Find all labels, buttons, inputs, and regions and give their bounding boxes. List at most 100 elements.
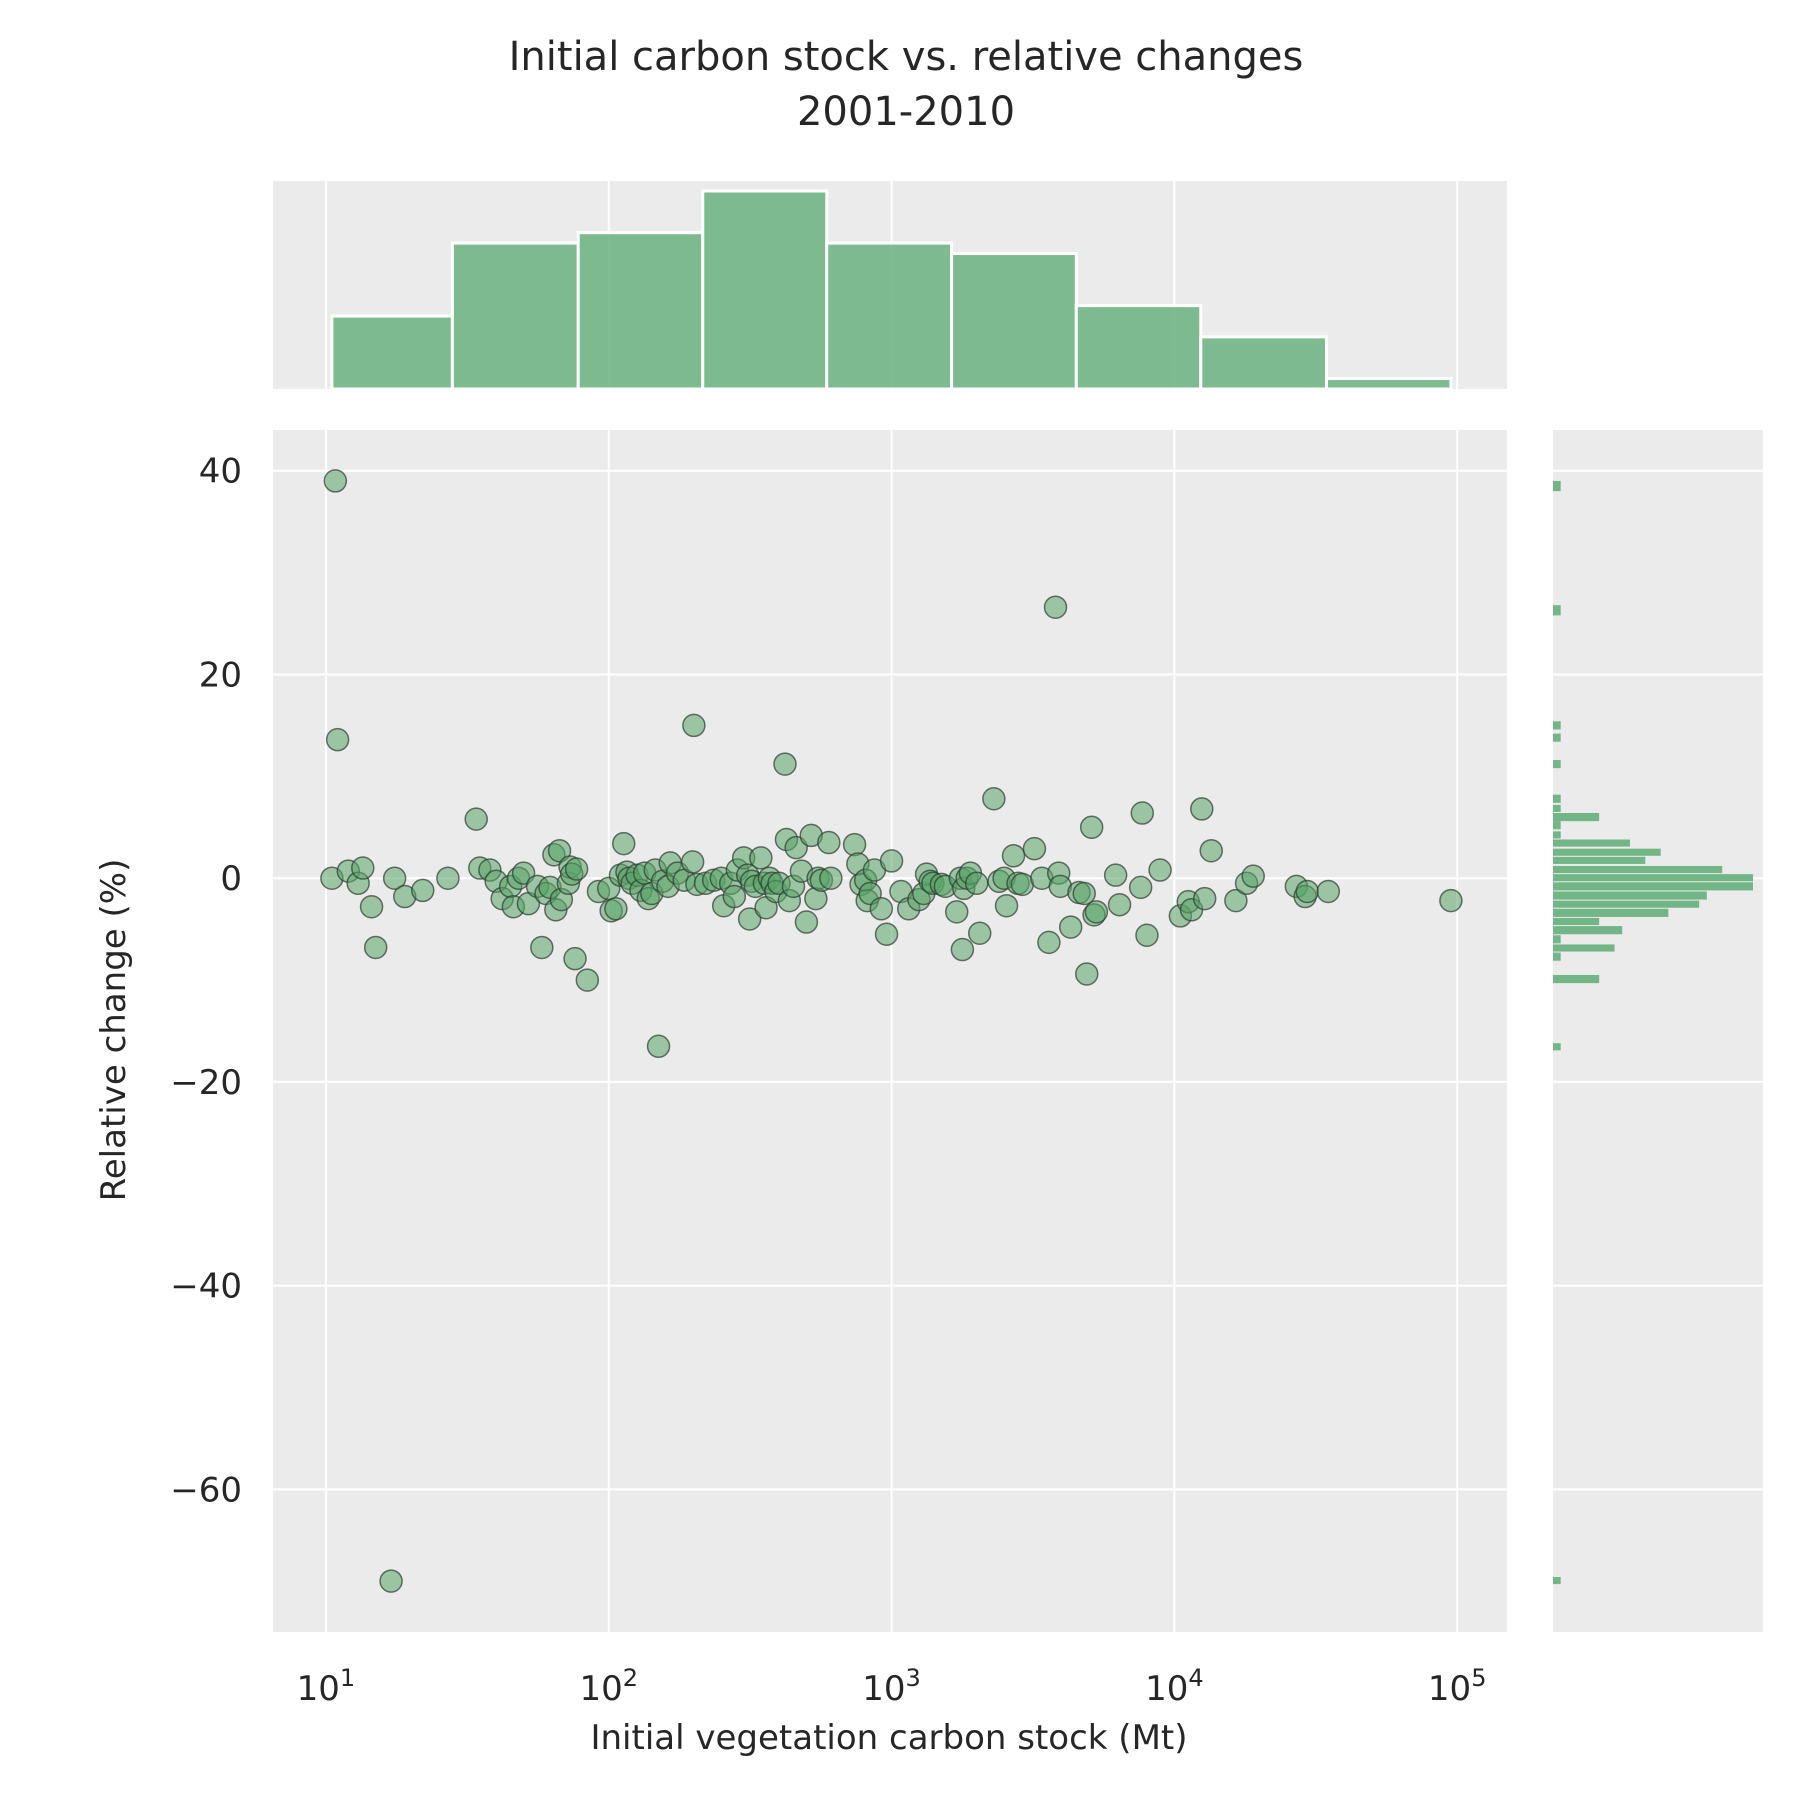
scatter-point (1439, 888, 1463, 913)
scatter-point (964, 871, 989, 896)
scatter-point (575, 968, 600, 992)
right-histogram-background (1553, 430, 1763, 1632)
scatter-point (530, 935, 554, 960)
scatter-point (1148, 858, 1172, 882)
scatter-plot-background (273, 430, 1507, 1632)
top-marginal-histogram (273, 181, 1507, 391)
right-histogram-bar (1553, 733, 1561, 742)
scatter-point (982, 786, 1006, 811)
y-tick-label: −40 (170, 1267, 242, 1307)
scatter-point (819, 866, 843, 890)
y-axis-tick-labels: 40 20 0 −20 −40 −60 (170, 452, 242, 1511)
top-histogram-bar (950, 252, 1078, 391)
scatter-point (564, 857, 589, 881)
scatter-point (1316, 879, 1341, 904)
scatter-point (646, 1034, 671, 1059)
right-histogram-bar (1553, 882, 1753, 891)
scatter-point (1022, 836, 1047, 861)
scatter-point (749, 846, 773, 870)
chart-subtitle: 2001-2010 (797, 89, 1015, 135)
scatter-point (842, 832, 867, 857)
scatter-point (1103, 863, 1128, 887)
scatter-point (547, 838, 572, 863)
scatter-point (682, 713, 706, 738)
scatter-point (950, 937, 975, 962)
right-histogram-bar (1553, 804, 1561, 812)
x-tick-label: 101 (297, 1664, 356, 1709)
scatter-point (1295, 879, 1320, 904)
scatter-point (1072, 881, 1096, 906)
right-histogram-bar (1553, 900, 1700, 908)
right-histogram-bar (1553, 935, 1561, 944)
x-tick-label: 104 (1145, 1664, 1204, 1709)
top-histogram-bar (330, 314, 454, 391)
right-histogram-bar (1553, 760, 1561, 769)
right-marginal-histogram (1553, 430, 1763, 1632)
scatter-point (1058, 915, 1083, 939)
scatter-point (1075, 962, 1099, 986)
right-histogram-bar (1553, 831, 1561, 839)
scatter-point (944, 900, 969, 924)
scatter-point (1128, 875, 1153, 900)
scatter-point (1224, 888, 1248, 913)
right-histogram-bar (1553, 813, 1600, 822)
scatter-point (869, 897, 894, 921)
scatter-point (737, 907, 762, 931)
scatter-point (1241, 864, 1265, 888)
scatter-point (680, 850, 705, 874)
scatter-point (1001, 844, 1026, 868)
scatter-point (817, 830, 841, 855)
scatter-point (1130, 801, 1155, 825)
right-histogram-bar (1553, 848, 1661, 856)
scatter-plot-area (273, 430, 1507, 1632)
scatter-point (794, 910, 819, 934)
y-tick-label: 40 (199, 452, 242, 492)
scatter-point (436, 866, 460, 890)
right-histogram-bar (1553, 839, 1630, 847)
y-tick-label: −20 (170, 1063, 242, 1103)
scatter-point (1010, 872, 1035, 897)
right-histogram-bar (1553, 821, 1561, 830)
scatter-point (323, 469, 348, 493)
x-axis-tick-labels: 101 102 103 104 105 (297, 1664, 1487, 1709)
right-histogram-bar (1553, 794, 1561, 803)
right-histogram-bar (1553, 856, 1646, 864)
top-histogram-bar (576, 231, 705, 391)
top-histogram-bar (825, 241, 954, 391)
scatter-point (604, 897, 628, 921)
right-histogram-bar (1553, 874, 1753, 882)
scatter-point (1190, 797, 1214, 821)
right-histogram-bar (1553, 974, 1600, 984)
scatter-point (379, 1569, 403, 1593)
scatter-point (1199, 838, 1223, 863)
scatter-point (879, 849, 904, 873)
x-tick-label: 103 (862, 1664, 921, 1709)
scatter-point (363, 935, 388, 960)
right-histogram-bar (1553, 952, 1561, 961)
top-histogram-bar (1199, 335, 1328, 391)
scatter-point (874, 922, 899, 946)
scatter-point (1079, 815, 1104, 840)
scatter-point (382, 866, 407, 890)
scatter-point (1084, 900, 1109, 924)
scatter-point (1192, 886, 1217, 911)
scatter-point (1107, 892, 1132, 917)
right-histogram-bar (1553, 1576, 1561, 1585)
x-tick-label: 105 (1428, 1664, 1487, 1709)
scatter-point (611, 831, 636, 856)
x-tick-label: 102 (579, 1664, 638, 1709)
right-histogram-bar (1553, 908, 1669, 917)
top-histogram-bar (1324, 377, 1453, 391)
scatter-point (325, 727, 350, 752)
scatter-point (722, 884, 747, 909)
top-histogram-bar (1074, 304, 1203, 391)
right-histogram-bar (1553, 480, 1561, 492)
x-axis-label: Initial vegetation carbon stock (Mt) (590, 1718, 1187, 1758)
scatter-point (1043, 595, 1068, 619)
right-histogram-bar (1553, 891, 1707, 900)
right-histogram-bar (1553, 944, 1615, 952)
scatter-point (411, 878, 435, 903)
top-histogram-bar (701, 189, 829, 391)
top-histogram-bar (450, 241, 580, 391)
scatter-point (563, 946, 587, 971)
